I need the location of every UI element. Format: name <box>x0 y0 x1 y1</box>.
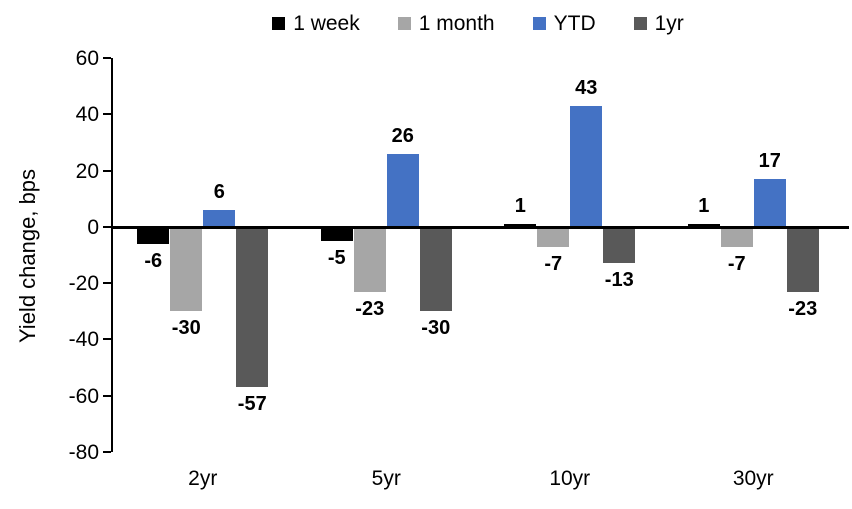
bar-value-label: -6 <box>144 249 163 272</box>
y-tick-label: 20 <box>75 159 99 183</box>
x-category-label: 30yr <box>732 467 774 490</box>
bar-value-label: -5 <box>327 246 346 269</box>
bar-1yr-2yr <box>236 226 269 388</box>
bar-1yr-5yr <box>419 226 452 312</box>
bar-value-label: -13 <box>604 269 634 292</box>
bar-value-label: 1 <box>514 195 526 218</box>
chart-legend: 1 week 1 month YTD 1yr <box>111 8 845 38</box>
bar-YTD-2yr <box>203 209 236 227</box>
legend-label: 1yr <box>654 11 684 35</box>
y-axis-line <box>111 58 113 452</box>
y-tick-label: -80 <box>68 441 99 464</box>
legend-item-1-month: 1 month <box>397 11 495 35</box>
bar-1-week-5yr <box>320 226 353 241</box>
x-category-label: 2yr <box>188 467 218 490</box>
bar-YTD-5yr <box>386 153 419 227</box>
bar-value-label: 6 <box>213 180 225 203</box>
bar-1-month-5yr <box>353 226 386 292</box>
zero-baseline <box>111 225 849 229</box>
legend-marker-icon <box>272 16 286 30</box>
bar-1-month-30yr <box>720 226 753 247</box>
legend-marker-icon <box>397 16 411 30</box>
bar-value-label: -23 <box>788 297 818 320</box>
y-tick-mark <box>103 225 111 228</box>
y-tick-mark <box>103 57 111 59</box>
bar-1yr-30yr <box>786 226 819 292</box>
bar-value-label: -57 <box>237 393 267 416</box>
y-tick-label: -40 <box>68 328 99 352</box>
x-category-label: 5yr <box>371 467 401 490</box>
legend-item-1-week: 1 week <box>272 13 360 34</box>
bar-value-label: -7 <box>544 252 563 275</box>
bar-1-month-10yr <box>537 226 570 247</box>
y-tick-label: 60 <box>75 47 99 70</box>
y-tick-label: 0 <box>87 215 99 239</box>
y-tick-mark <box>103 338 111 341</box>
bar-value-label: 43 <box>575 76 598 99</box>
bar-value-label: 26 <box>391 124 414 147</box>
bar-value-label: -30 <box>171 317 201 340</box>
bar-value-label: 1 <box>698 195 710 218</box>
bar-1-week-2yr <box>137 226 170 244</box>
bar-YTD-10yr <box>570 105 603 227</box>
y-tick-mark <box>103 394 111 397</box>
y-tick-mark <box>103 169 111 172</box>
legend-item-YTD: YTD <box>532 11 596 35</box>
bar-YTD-30yr <box>753 179 786 227</box>
legend-item-1yr: 1yr <box>633 11 684 35</box>
legend-label: 1 month <box>418 11 495 35</box>
legend-marker-icon <box>532 16 546 30</box>
bar-1-week-30yr <box>687 224 720 227</box>
bar-value-label: -30 <box>421 317 451 340</box>
bar-value-label: -7 <box>727 252 746 275</box>
y-tick-mark <box>103 451 111 453</box>
y-tick-label: 40 <box>75 103 99 127</box>
y-tick-label: -60 <box>68 384 99 408</box>
legend-label: YTD <box>553 11 596 35</box>
bar-value-label: 17 <box>758 150 781 172</box>
bar-1-week-10yr <box>504 224 537 227</box>
y-tick-mark <box>103 113 111 116</box>
legend-label: 1 week <box>293 11 360 35</box>
bar-value-label: -23 <box>355 297 385 320</box>
y-tick-mark <box>103 282 111 285</box>
y-tick-label: -20 <box>68 272 99 296</box>
bar-1yr-10yr <box>603 226 636 264</box>
x-category-label: 10yr <box>549 467 591 490</box>
legend-marker-icon <box>633 16 647 30</box>
bar-1-month-2yr <box>170 226 203 312</box>
